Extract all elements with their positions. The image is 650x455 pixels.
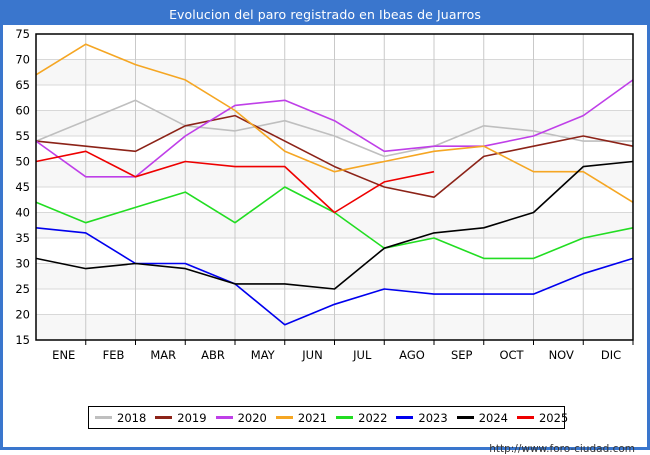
y-tick-label: 40: [15, 206, 30, 220]
legend-entry-2018[interactable]: 2018: [95, 411, 146, 425]
y-tick-label: 15: [15, 333, 30, 347]
x-tick-label: MAR: [150, 348, 176, 362]
legend-entry-2024[interactable]: 2024: [456, 410, 508, 425]
x-tick-label: DIC: [601, 348, 621, 362]
y-tick-label: 60: [15, 104, 30, 118]
legend-label: 2018: [117, 410, 147, 425]
legend-swatch-icon: [516, 416, 534, 419]
legend-label: 2024: [478, 410, 508, 425]
series-line-2021: [35, 43, 634, 203]
page-title: Evolucion del paro registrado en Ibeas d…: [169, 6, 481, 22]
legend-entry-2019[interactable]: 2019: [155, 410, 207, 425]
x-tick-label: NOV: [549, 348, 574, 362]
legend-entry-2023[interactable]: 2023: [396, 410, 448, 425]
legend-swatch-icon: [155, 416, 173, 419]
legend-entry-2022[interactable]: 2022: [336, 411, 387, 425]
y-axis-tick-labels: 75 70 65 60 55 50 45 40 35 30 25 20 15: [15, 27, 30, 347]
legend-swatch-icon: [336, 416, 354, 419]
x-tick-label: JUL: [352, 348, 372, 362]
legend-swatch-icon: [396, 416, 414, 419]
legend-label: 2021: [297, 410, 328, 425]
legend-label: 2025: [538, 410, 569, 425]
series-line-2019: [35, 114, 634, 198]
series-layer: [35, 43, 634, 326]
x-tick-label: MAY: [251, 348, 276, 362]
x-tick-label: ABR: [201, 348, 225, 362]
series-line-2025: [35, 150, 435, 214]
legend-label: 2019: [177, 410, 207, 425]
x-axis-tick-labels: ENE FEB MAR ABR MAY JUN JUL AGO SEP OCT NOV DIC: [52, 348, 621, 362]
y-tick-label: 35: [15, 231, 30, 245]
y-tick-label: 65: [15, 78, 30, 92]
y-tick-label: 45: [15, 180, 30, 194]
legend-swatch-icon: [456, 416, 474, 419]
y-tick-label: 20: [15, 308, 30, 322]
legend-label: 2023: [418, 410, 448, 425]
legend-swatch-icon: [275, 416, 293, 419]
grid-layer: [36, 33, 634, 345]
legend-entry-2021[interactable]: 2021: [275, 410, 328, 425]
legend-swatch-icon: [95, 416, 112, 419]
legend-entry-2020[interactable]: 2020: [215, 410, 267, 425]
x-tick-label: JUN: [301, 348, 322, 362]
chart-legend: 2018 2019 2020 2021 2022 2023 2024 2025: [88, 406, 569, 429]
line-chart-svg: 75 70 65 60 55 50 45 40 35 30 25 20 15 ENE FEB MAR ABR M…: [15, 27, 634, 362]
series-line-2018: [35, 99, 633, 158]
y-tick-label: 30: [15, 257, 30, 271]
window-title-bar: Evolucion del paro registrado en Ibeas d…: [3, 3, 647, 25]
y-tick-label: 70: [15, 53, 30, 67]
series-line-2024: [35, 160, 634, 290]
plot-frame: [35, 33, 634, 341]
chart-canvas: 75 70 65 60 55 50 45 40 35 30 25 20 15 ENE FEB MAR ABR M…: [3, 25, 647, 455]
y-tick-label: 55: [15, 129, 30, 143]
x-tick-label: SEP: [451, 348, 473, 362]
x-tick-label: AGO: [399, 348, 425, 362]
x-tick-label: ENE: [52, 348, 75, 362]
y-tick-label: 25: [15, 282, 30, 296]
y-tick-label: 50: [15, 155, 30, 169]
legend-entry-2025[interactable]: 2025: [516, 410, 569, 425]
source-url: http://www.foro-ciudad.com: [489, 443, 635, 455]
legend-label: 2020: [237, 410, 267, 425]
x-tick-label: FEB: [103, 348, 125, 362]
legend-label: 2022: [358, 410, 388, 425]
legend-swatch-icon: [215, 416, 233, 419]
y-tick-label: 75: [15, 27, 30, 41]
x-tick-label: OCT: [499, 348, 524, 362]
